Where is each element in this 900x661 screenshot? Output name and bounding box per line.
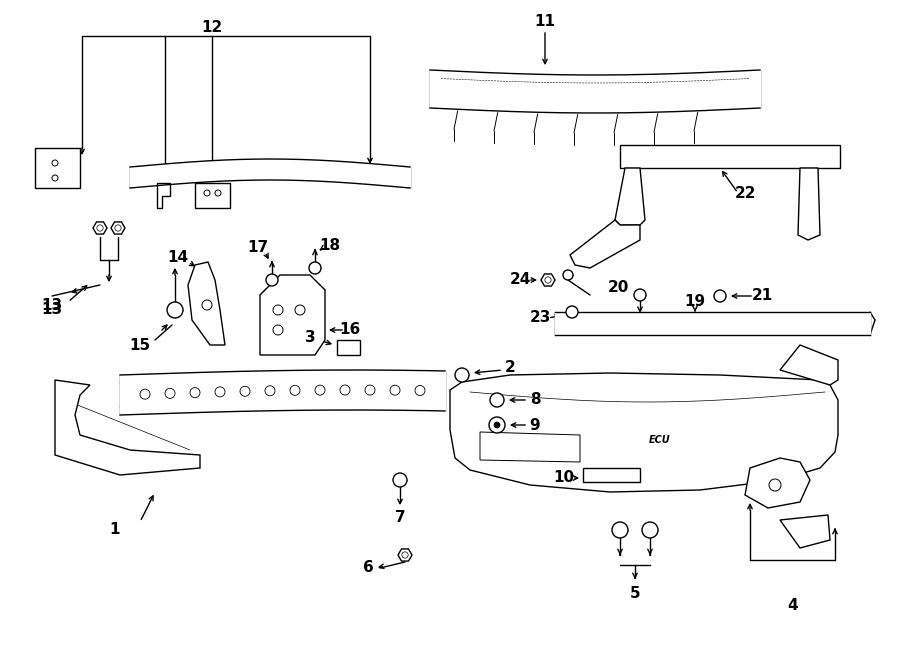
Polygon shape	[188, 262, 225, 345]
Circle shape	[52, 175, 58, 181]
Circle shape	[190, 387, 200, 398]
Text: 21: 21	[752, 288, 772, 303]
Text: 6: 6	[363, 561, 374, 576]
Circle shape	[494, 422, 500, 428]
Polygon shape	[570, 220, 640, 268]
Text: 9: 9	[530, 418, 540, 432]
Polygon shape	[398, 549, 412, 561]
Polygon shape	[157, 183, 170, 208]
Polygon shape	[35, 148, 80, 188]
Circle shape	[340, 385, 350, 395]
Circle shape	[612, 522, 628, 538]
Text: 3: 3	[305, 330, 315, 346]
Circle shape	[642, 522, 658, 538]
Text: 7: 7	[395, 510, 405, 525]
Circle shape	[401, 552, 409, 558]
Polygon shape	[337, 340, 360, 355]
Polygon shape	[780, 345, 838, 385]
Text: 14: 14	[167, 251, 189, 266]
Circle shape	[415, 385, 425, 395]
Text: 13: 13	[41, 297, 63, 313]
Circle shape	[290, 385, 300, 395]
Text: 1: 1	[110, 522, 121, 537]
Circle shape	[165, 389, 175, 399]
Text: 19: 19	[684, 295, 706, 309]
Text: 11: 11	[535, 15, 555, 30]
Circle shape	[390, 385, 400, 395]
Circle shape	[455, 368, 469, 382]
Circle shape	[140, 389, 150, 399]
Circle shape	[309, 262, 321, 274]
Circle shape	[393, 473, 407, 487]
Polygon shape	[780, 515, 830, 548]
Polygon shape	[195, 183, 230, 208]
Circle shape	[714, 290, 726, 302]
Text: 12: 12	[202, 20, 222, 36]
Circle shape	[265, 386, 275, 396]
Polygon shape	[541, 274, 555, 286]
Polygon shape	[450, 373, 838, 492]
Circle shape	[544, 277, 551, 283]
Text: ECU: ECU	[649, 435, 670, 445]
Text: 15: 15	[130, 338, 150, 352]
Circle shape	[489, 417, 505, 433]
Text: 16: 16	[339, 323, 361, 338]
Text: 13: 13	[41, 303, 63, 317]
Text: 24: 24	[509, 272, 531, 288]
Polygon shape	[480, 432, 580, 462]
Circle shape	[365, 385, 375, 395]
Circle shape	[115, 225, 122, 231]
Circle shape	[490, 393, 504, 407]
Circle shape	[215, 190, 221, 196]
Text: 2: 2	[505, 360, 516, 375]
Polygon shape	[620, 145, 840, 168]
Circle shape	[204, 190, 210, 196]
Circle shape	[215, 387, 225, 397]
Text: 18: 18	[320, 237, 340, 253]
Circle shape	[566, 306, 578, 318]
Text: 5: 5	[630, 586, 640, 602]
Circle shape	[634, 289, 646, 301]
Circle shape	[240, 386, 250, 397]
Text: 22: 22	[734, 186, 756, 200]
Text: 8: 8	[530, 393, 540, 407]
Circle shape	[273, 305, 283, 315]
Text: 10: 10	[554, 471, 574, 485]
Circle shape	[52, 160, 58, 166]
Circle shape	[266, 274, 278, 286]
Circle shape	[563, 270, 573, 280]
Polygon shape	[798, 168, 820, 240]
Circle shape	[295, 305, 305, 315]
Polygon shape	[583, 468, 640, 482]
Text: 20: 20	[608, 280, 629, 295]
Polygon shape	[260, 275, 325, 355]
Circle shape	[769, 479, 781, 491]
Polygon shape	[93, 222, 107, 234]
Circle shape	[97, 225, 104, 231]
Text: 4: 4	[788, 598, 798, 613]
Polygon shape	[111, 222, 125, 234]
Circle shape	[273, 325, 283, 335]
Circle shape	[315, 385, 325, 395]
Polygon shape	[615, 168, 645, 225]
Circle shape	[167, 302, 183, 318]
Polygon shape	[55, 380, 200, 475]
Text: 23: 23	[529, 311, 551, 325]
Circle shape	[202, 300, 212, 310]
Text: 17: 17	[248, 241, 268, 256]
Polygon shape	[745, 458, 810, 508]
